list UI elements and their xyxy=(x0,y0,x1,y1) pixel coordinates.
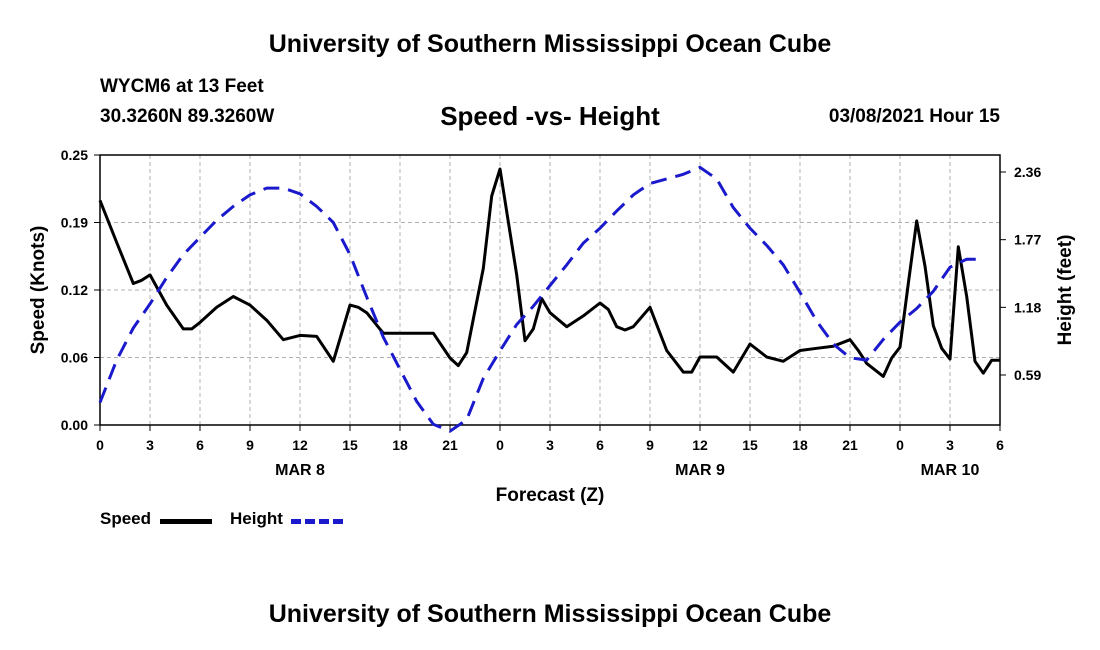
x-tick-label: 0 xyxy=(496,437,504,453)
legend-speed-label: Speed xyxy=(100,509,152,528)
y2-tick-label: 1.18 xyxy=(1014,299,1041,315)
page-title-bottom: University of Southern Mississippi Ocean… xyxy=(268,600,832,628)
date-label: MAR 8 xyxy=(275,462,325,479)
x-tick-label: 12 xyxy=(292,437,308,453)
x-tick-label: 6 xyxy=(196,437,204,453)
station-label: WYCM6 at 13 Feet xyxy=(100,76,264,97)
y2-tick-label: 1.77 xyxy=(1014,232,1041,248)
y2-tick-label: 0.59 xyxy=(1014,367,1041,383)
x-tick-label: 12 xyxy=(692,437,708,453)
coordinates-label: 30.3260N 89.3260W xyxy=(100,106,275,127)
date-label: MAR 9 xyxy=(675,462,725,479)
legend-speed-swatch xyxy=(160,519,212,524)
height-series-line xyxy=(98,165,984,433)
x-tick-label: 15 xyxy=(342,437,358,453)
plot-frame xyxy=(99,154,1001,426)
y-tick-label: 0.19 xyxy=(61,215,88,231)
datetime-label: 03/08/2021 Hour 15 xyxy=(828,106,1000,127)
speed-series-line xyxy=(98,167,1000,378)
x-tick-label: 0 xyxy=(96,437,104,453)
x-tick-label: 18 xyxy=(392,437,408,453)
x-tick-label: 3 xyxy=(146,437,154,453)
y-tick-label: 0.12 xyxy=(61,282,88,298)
x-tick-label: 18 xyxy=(792,437,808,453)
x-tick-label: 6 xyxy=(996,437,1004,453)
x-tick-label: 9 xyxy=(646,437,654,453)
y-tick-label: 0.25 xyxy=(61,147,88,163)
y-axis-title: Speed (Knots) xyxy=(28,226,49,355)
x-tick-label: 21 xyxy=(842,437,858,453)
chart-title: Speed -vs- Height xyxy=(440,101,660,131)
x-tick-label: 15 xyxy=(742,437,758,453)
x-tick-label: 6 xyxy=(596,437,604,453)
x-tick-label: 3 xyxy=(946,437,954,453)
y-tick-label: 0.06 xyxy=(61,350,88,366)
legend-height-label: Height xyxy=(230,509,283,528)
y-tick-label: 0.00 xyxy=(61,417,88,433)
x-tick-label: 9 xyxy=(246,437,254,453)
y2-axis-title: Height (feet) xyxy=(1055,235,1076,346)
date-label: MAR 10 xyxy=(921,462,980,479)
x-axis-title: Forecast (Z) xyxy=(496,485,605,506)
x-tick-label: 21 xyxy=(442,437,458,453)
x-tick-label: 0 xyxy=(896,437,904,453)
y2-tick-label: 2.36 xyxy=(1014,164,1041,180)
legend-height-swatch xyxy=(291,519,343,524)
x-tick-label: 3 xyxy=(546,437,554,453)
page-title-top: University of Southern Mississippi Ocean… xyxy=(268,30,832,58)
